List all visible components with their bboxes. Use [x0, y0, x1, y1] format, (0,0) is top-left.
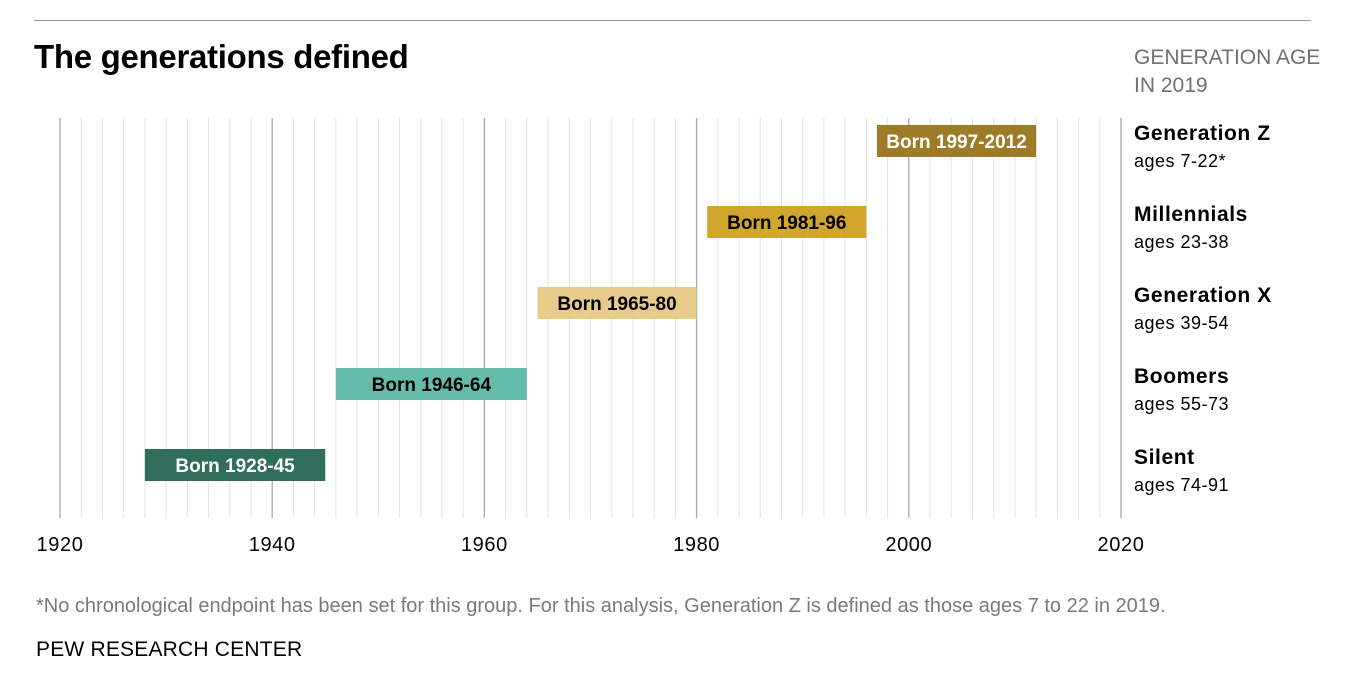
x-tick-label: 2020 [1098, 534, 1145, 556]
generation-name: Silent [1134, 446, 1195, 469]
bar-label: Born 1928-45 [175, 456, 295, 477]
bar-boomers [335, 368, 527, 400]
generation-ages: ages 7-22* [1134, 151, 1226, 171]
generation-ages: ages 74-91 [1134, 475, 1229, 495]
x-tick-label: 1940 [249, 534, 296, 556]
bar-millennials [707, 206, 867, 238]
footnote: *No chronological endpoint has been set … [36, 595, 1166, 617]
bar-label: Born 1997-2012 [886, 132, 1026, 153]
bar-generation-z [876, 125, 1037, 157]
x-tick-label: 1960 [461, 534, 508, 556]
generation-name: Generation X [1134, 284, 1272, 307]
age-column-header: GENERATION AGE IN 2019 [1134, 44, 1320, 100]
generations-chart: 1920 1940 1960 1980 2000 2020 Born 1997-2012 Ge… [37, 118, 1272, 556]
x-tick-label: 2000 [885, 534, 932, 556]
x-tick-label: 1980 [673, 534, 720, 556]
generation-ages: ages 55-73 [1134, 394, 1229, 414]
chart-title: The generations defined [34, 38, 409, 75]
x-tick-label: 1920 [37, 534, 84, 556]
age-header-line-1: GENERATION AGE [1134, 46, 1321, 69]
generation-name: Boomers [1134, 365, 1229, 388]
source-credit: PEW RESEARCH CENTER [36, 638, 303, 661]
bar-label: Born 1946-64 [372, 375, 492, 396]
bar-generation-x [537, 287, 697, 319]
generation-ages: ages 39-54 [1134, 313, 1229, 333]
bar-label: Born 1981-96 [727, 213, 846, 234]
generation-name: Generation Z [1134, 122, 1271, 145]
generation-ages: ages 23-38 [1134, 232, 1229, 252]
top-rule [34, 20, 1311, 21]
age-header-line-2: IN 2019 [1134, 74, 1208, 97]
bar-label: Born 1965-80 [557, 294, 676, 315]
generation-name: Millennials [1134, 203, 1248, 226]
bar-silent [144, 449, 326, 481]
